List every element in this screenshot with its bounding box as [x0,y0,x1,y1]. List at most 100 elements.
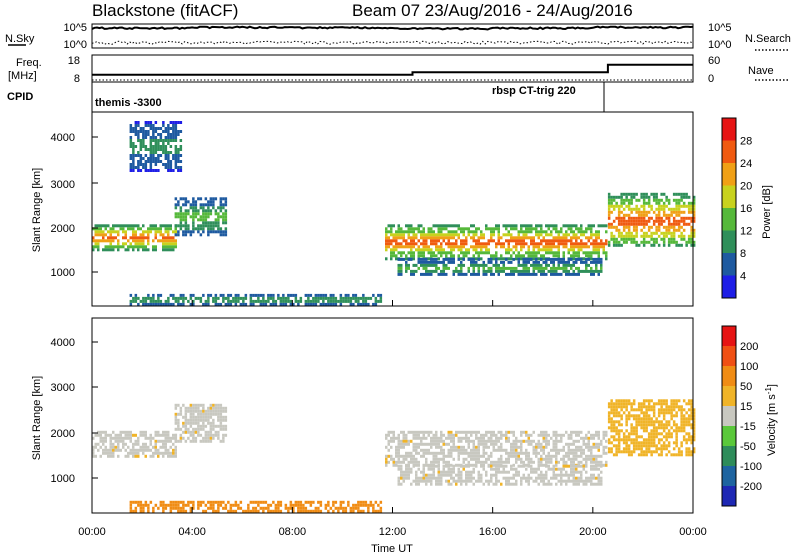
heatmap-cell [662,231,666,235]
heatmap-cell [497,230,500,234]
heatmap-cell [582,448,585,452]
heatmap-cell [647,432,651,436]
heatmap-cell [450,482,453,486]
heatmap-cell [502,263,505,267]
heatmap-cell [447,266,450,270]
heatmap-cell [605,239,608,243]
heatmap-cell [472,470,475,474]
heatmap-cell [540,463,543,467]
heatmap-cell [575,448,578,452]
heatmap-cell [440,436,443,440]
heatmap-cell [475,445,478,449]
heatmap-cell [174,212,178,216]
heatmap-cell [542,269,545,273]
heatmap-cell [477,269,480,273]
heatmap-cell [217,430,220,434]
heatmap-cell [162,245,165,249]
heatmap-cell [174,160,178,163]
heatmap-cell [657,408,661,412]
heatmap-cell [450,439,453,443]
heatmap-cell [420,236,423,240]
heatmap-cell [237,296,240,300]
heatmap-cell [507,439,510,443]
heatmap-cell [402,457,405,461]
heatmap-cell [505,457,508,461]
heatmap-cell [309,503,313,507]
heatmap-cell [530,257,533,261]
heatmap-cell [432,454,435,458]
heatmap-cell [147,124,150,127]
heatmap-cell [392,236,395,240]
heatmap-cell [137,442,140,446]
heatmap-cell [667,240,671,244]
heatmap-cell [625,204,628,208]
heatmap-cell [417,460,420,464]
heatmap-cell [244,296,248,300]
heatmap-cell [475,430,478,434]
heatmap-cell [452,254,455,258]
heatmap-cell [367,302,370,306]
heatmap-cell [495,224,498,228]
heatmap-cell [592,269,595,273]
heatmap-cell [595,482,598,486]
heatmap-cell [665,402,668,406]
heatmap-cell [645,399,648,403]
heatmap-cell [415,479,418,483]
heatmap-cell [582,467,585,471]
heatmap-cell [430,430,433,434]
heatmap-cell [622,216,626,220]
heatmap-cell [117,224,120,228]
heatmap-cell [572,236,575,240]
heatmap-cell [142,299,145,303]
heatmap-cell [677,453,681,457]
heatmap-cell [199,415,203,419]
heatmap-cell [212,433,215,437]
heatmap-cell [422,448,425,452]
heatmap-cell [435,457,438,461]
heatmap-cell [592,473,595,477]
heatmap-cell [204,503,208,507]
heatmap-cell [94,442,97,446]
heatmap-cell [450,470,453,474]
heatmap-cell [470,439,473,443]
heatmap-cell [144,296,148,300]
heatmap-cell [677,408,681,412]
heatmap-cell [92,239,95,243]
heatmap-cell [577,460,580,464]
heatmap-cell [117,439,120,443]
heatmap-cell [159,299,163,303]
heatmap-cell [400,439,403,443]
heatmap-cell [650,216,653,220]
heatmap-cell [162,145,165,148]
heatmap-cell [167,142,170,145]
heatmap-cell [167,245,170,249]
heatmap-cell [572,257,575,261]
heatmap-cell [457,451,460,455]
heatmap-cell [662,201,666,205]
heatmap-cell [174,233,178,237]
heatmap-cell [670,411,673,415]
heatmap-cell [565,460,568,464]
heatmap-cell [575,467,578,471]
heatmap-cell [640,426,643,430]
heatmap-cell [572,233,575,237]
heatmap-cell [450,473,453,477]
heatmap-cell [104,445,107,449]
heatmap-cell [137,154,140,157]
beam-date-title: Beam 07 23/Aug/2016 - 24/Aug/2016 [352,1,633,20]
heatmap-cell [657,207,661,211]
heatmap-cell [610,429,613,433]
heatmap-cell [172,296,175,300]
heatmap-cell [212,436,215,440]
heatmap-cell [567,448,570,452]
heatmap-cell [432,442,435,446]
heatmap-cell [532,451,535,455]
heatmap-cell [587,430,590,434]
heatmap-cell [119,448,122,452]
heatmap-cell [199,427,203,431]
heatmap-cell [405,269,408,273]
heatmap-cell [182,403,185,407]
heatmap-cell [412,263,415,267]
heatmap-cell [690,210,693,214]
heatmap-cell [480,245,483,249]
